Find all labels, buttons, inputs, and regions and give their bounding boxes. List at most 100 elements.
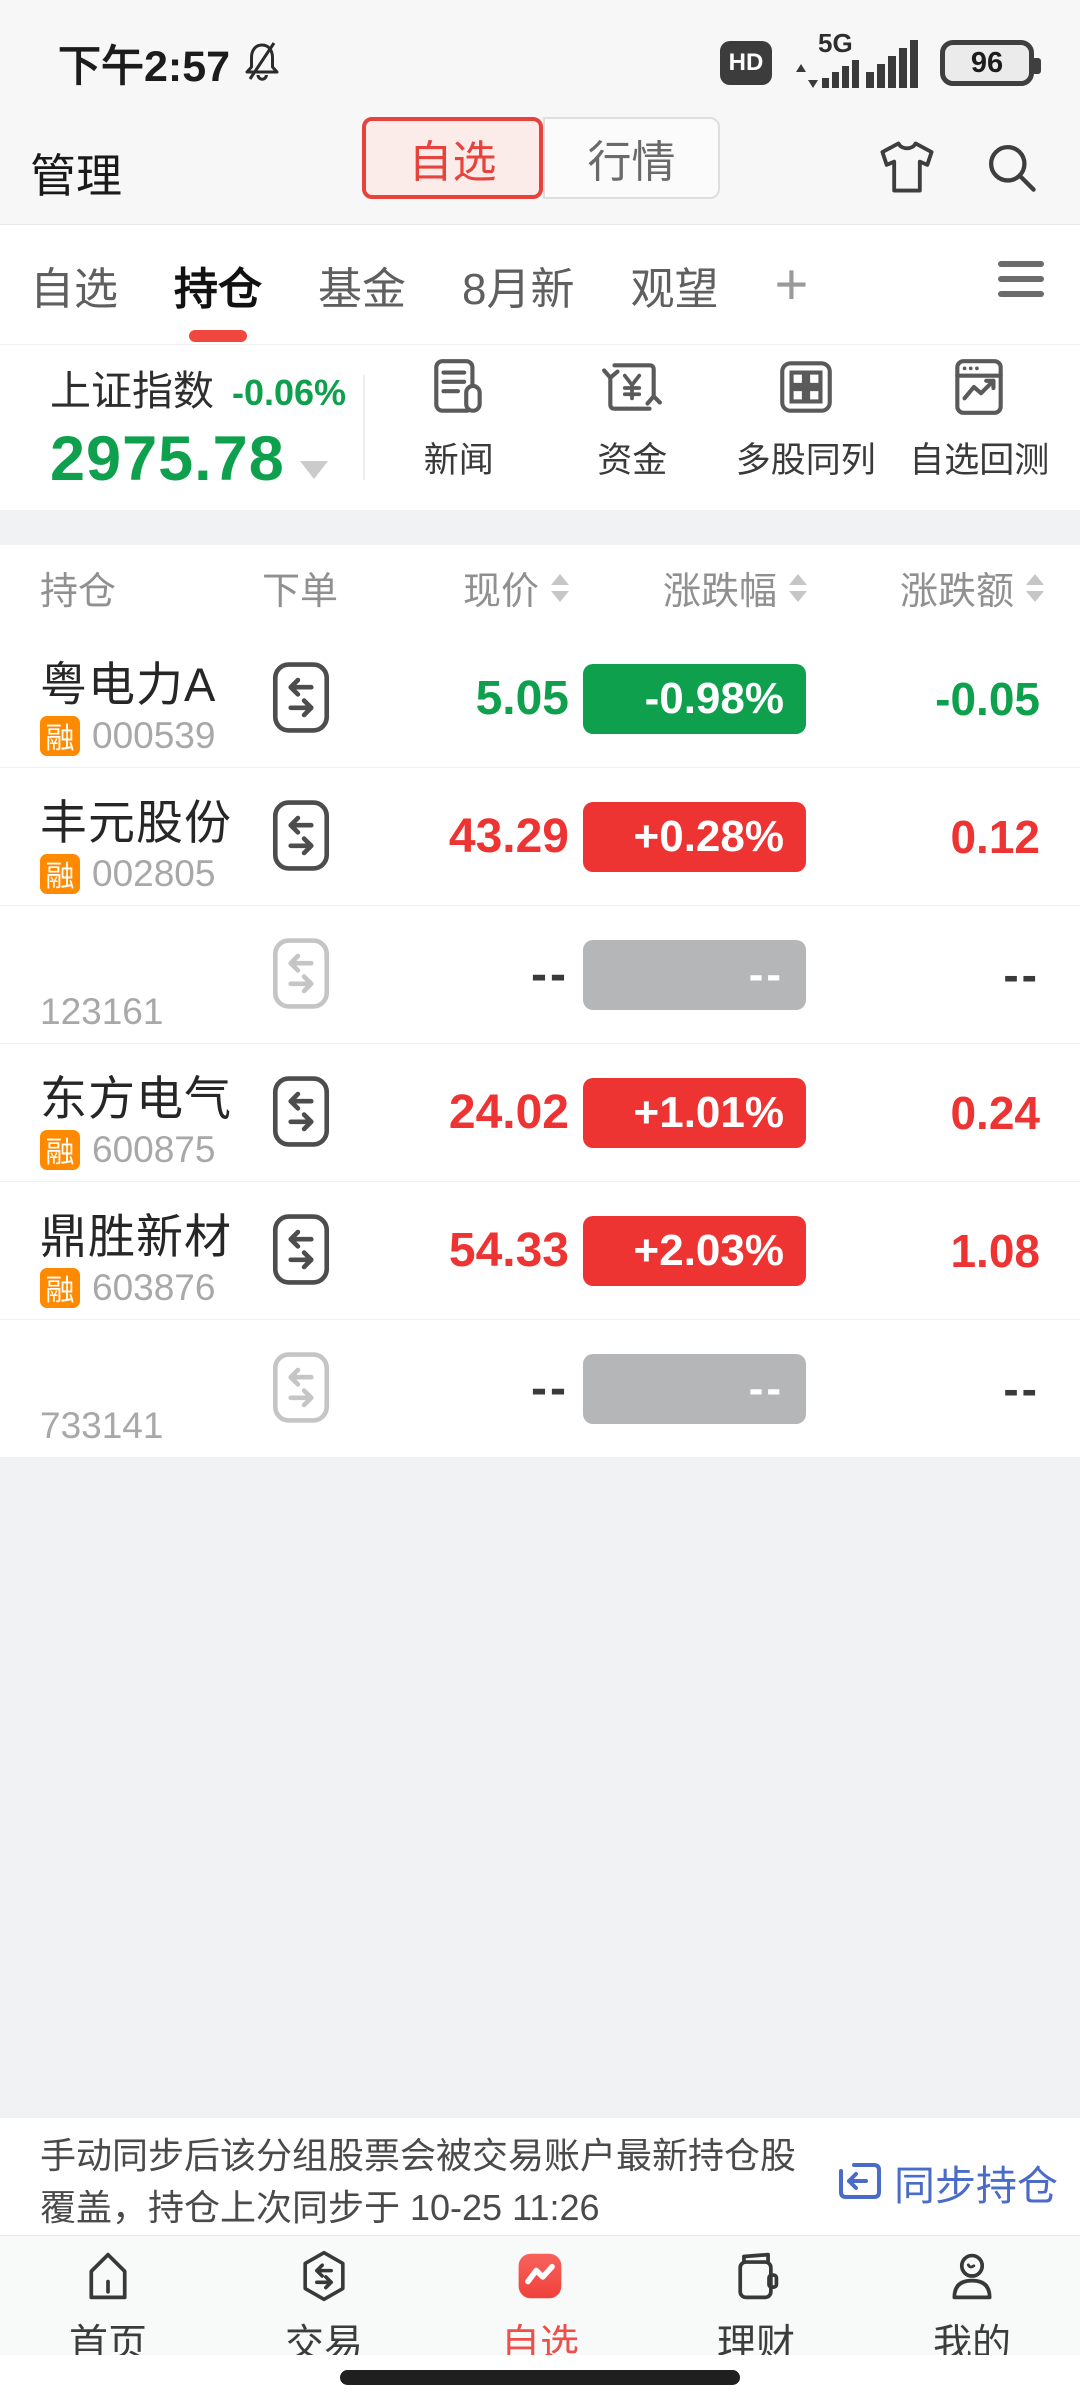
stock-row[interactable]: 733141 -- -- -- xyxy=(0,1320,1080,1458)
stock-code: 000539 xyxy=(92,715,216,756)
sync-button-label: 同步持仓 xyxy=(894,2163,1058,2209)
stock-row[interactable]: 123161 -- -- -- xyxy=(0,906,1080,1044)
place-order-button[interactable] xyxy=(272,937,330,1012)
change-percent-badge[interactable]: -0.98% xyxy=(583,664,806,734)
margin-badge: 融 xyxy=(40,716,80,756)
multi-grid-icon xyxy=(774,355,838,422)
change-amount: 1.08 xyxy=(950,1224,1040,1277)
multi-grid-shortcut[interactable]: 多股同列 xyxy=(719,355,893,483)
empty-area xyxy=(0,1458,1080,2118)
network-type-label: 5G xyxy=(818,32,853,58)
section-divider xyxy=(0,510,1080,545)
watchlist-icon xyxy=(513,2250,567,2305)
place-order-button[interactable] xyxy=(272,1075,330,1150)
column-header-order: 下单 xyxy=(261,571,339,613)
change-percent-badge[interactable]: -- xyxy=(583,940,806,1010)
sort-icon xyxy=(1026,573,1044,602)
manage-button[interactable]: 管理 xyxy=(30,140,122,206)
place-order-button[interactable] xyxy=(272,1213,330,1288)
current-price: 5.05 xyxy=(475,672,569,725)
nav-profile[interactable]: 我的 xyxy=(864,2236,1080,2366)
stock-name: 粤电力A xyxy=(40,658,217,711)
index-value: 2975.78 xyxy=(50,424,285,494)
chevron-down-icon[interactable] xyxy=(300,461,328,479)
profile-icon xyxy=(945,2250,999,2305)
skin-tshirt-icon[interactable] xyxy=(876,136,938,198)
home-icon xyxy=(81,2250,135,2305)
news-icon xyxy=(427,355,491,422)
backtest-icon xyxy=(947,355,1011,422)
sync-section: 手动同步后该分组股票会被交易账户最新持仓股覆盖，持仓上次同步于 10-25 11… xyxy=(0,2118,1080,2235)
segment-quotes[interactable]: 行情 xyxy=(543,117,720,199)
clock: 下午2:57 xyxy=(58,43,231,91)
current-price: 24.02 xyxy=(448,1086,569,1139)
shortcut-bar: 新闻 资金 xyxy=(372,355,1066,483)
backtest-shortcut[interactable]: 自选回测 xyxy=(893,355,1067,483)
sync-positions-button[interactable]: 同步持仓 xyxy=(836,2152,1058,2212)
change-percent-badge[interactable]: -- xyxy=(583,1354,806,1424)
column-header-change-percent[interactable]: 涨跌幅 xyxy=(663,545,807,630)
add-group-button[interactable]: + xyxy=(774,252,809,317)
margin-badge: 融 xyxy=(40,1268,80,1308)
home-indicator[interactable] xyxy=(340,2370,740,2385)
wealth-icon xyxy=(729,2250,783,2305)
stock-code: 123161 xyxy=(40,991,164,1032)
hd-volte-icon: HD xyxy=(720,41,772,85)
tab-watching[interactable]: 观望 xyxy=(630,225,718,344)
change-percent-badge[interactable]: +0.28% xyxy=(583,802,806,872)
nav-watchlist[interactable]: 自选 xyxy=(432,2236,648,2366)
nav-home[interactable]: 首页 xyxy=(0,2236,216,2366)
sort-icon xyxy=(551,573,569,602)
index-bar: 上证指数 -0.06% 2975.78 新闻 xyxy=(0,345,1080,510)
column-header-change-amount[interactable]: 涨跌额 xyxy=(900,545,1044,630)
stock-code: 603876 xyxy=(92,1267,216,1308)
stock-row[interactable]: 东方电气 融 600875 24.02 +1.01% 0.24 xyxy=(0,1044,1080,1182)
change-amount: -- xyxy=(1003,1362,1040,1415)
divider xyxy=(363,375,365,480)
stock-row[interactable]: 粤电力A 融 000539 5.05 -0.98% -0.05 xyxy=(0,630,1080,768)
cellular-signal-icon: 5G xyxy=(790,28,922,95)
news-shortcut[interactable]: 新闻 xyxy=(372,355,546,483)
tab-august-new[interactable]: 8月新 xyxy=(462,225,574,344)
group-tab-bar: 自选 持仓 基金 8月新 观望 + xyxy=(0,225,1080,345)
stock-row[interactable]: 丰元股份 融 002805 43.29 +0.28% 0.12 xyxy=(0,768,1080,906)
nav-trade[interactable]: 交易 xyxy=(216,2236,432,2366)
search-icon[interactable] xyxy=(982,138,1040,196)
margin-badge: 融 xyxy=(40,1130,80,1170)
notifications-muted-icon xyxy=(242,40,282,87)
change-percent-badge[interactable]: +2.03% xyxy=(583,1216,806,1286)
change-amount: -- xyxy=(1003,948,1040,1001)
change-amount: 0.12 xyxy=(950,810,1040,863)
stock-name: 东方电气 xyxy=(40,1072,232,1125)
group-menu-icon[interactable] xyxy=(998,261,1044,297)
stock-code: 733141 xyxy=(40,1405,164,1446)
nav-wealth[interactable]: 理财 xyxy=(648,2236,864,2366)
column-header-price[interactable]: 现价 xyxy=(463,545,569,630)
stock-table-body: 粤电力A 融 000539 5.05 -0.98% -0.05 丰元股份 融 0… xyxy=(0,630,1080,1458)
watchlist-quotes-switch: 自选 行情 xyxy=(362,117,720,199)
index-name: 上证指数 xyxy=(50,368,214,414)
segment-watchlist[interactable]: 自选 xyxy=(362,117,543,199)
funds-shortcut[interactable]: 资金 xyxy=(546,355,720,483)
place-order-button[interactable] xyxy=(272,661,330,736)
place-order-button[interactable] xyxy=(272,1351,330,1426)
tab-watchlist[interactable]: 自选 xyxy=(30,225,118,344)
stock-row[interactable]: 鼎胜新材 融 603876 54.33 +2.03% 1.08 xyxy=(0,1182,1080,1320)
margin-badge: 融 xyxy=(40,854,80,894)
tab-funds[interactable]: 基金 xyxy=(318,225,406,344)
battery-percent: 96 xyxy=(970,46,1004,79)
stock-code: 002805 xyxy=(92,853,216,894)
stock-name: 鼎胜新材 xyxy=(40,1210,232,1263)
index-summary[interactable]: 上证指数 -0.06% 2975.78 xyxy=(50,357,346,495)
home-indicator-area xyxy=(0,2355,1080,2400)
place-order-button[interactable] xyxy=(272,799,330,874)
tab-positions[interactable]: 持仓 xyxy=(174,225,262,344)
header: 管理 自选 行情 xyxy=(0,112,1080,225)
change-percent-badge[interactable]: +1.01% xyxy=(583,1078,806,1148)
funds-icon xyxy=(600,355,664,422)
shortcut-label: 多股同列 xyxy=(735,441,876,480)
bottom-nav: 首页 交易 自选 xyxy=(0,2235,1080,2366)
change-amount: 0.24 xyxy=(950,1086,1040,1139)
stock-name: 丰元股份 xyxy=(40,796,232,849)
